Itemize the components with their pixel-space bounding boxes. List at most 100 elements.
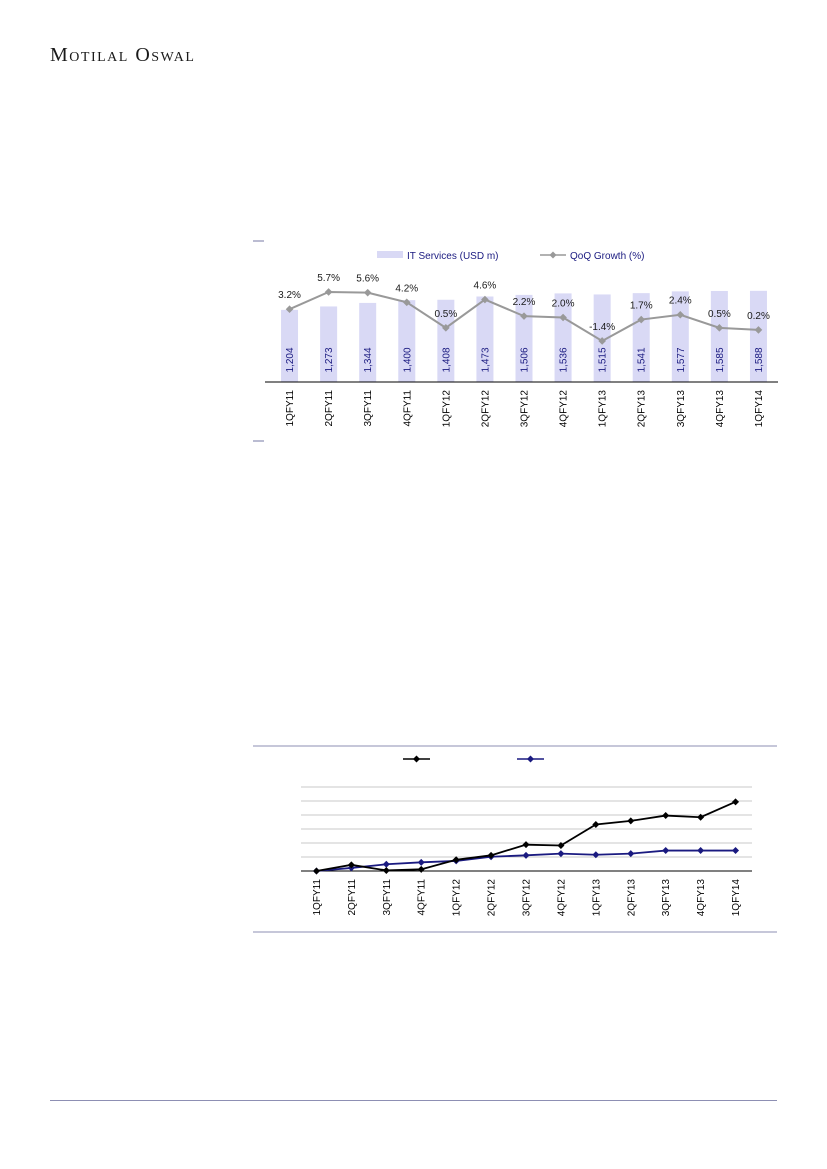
series-marker-2 [382, 860, 390, 868]
growth-marker [754, 326, 763, 334]
x-tick-label: 3QFY13 [676, 390, 687, 428]
x-tick-label: 1QFY13 [598, 390, 609, 428]
series-marker-2 [627, 850, 635, 858]
growth-value-label: -1.4% [589, 322, 615, 333]
growth-value-label: 1.7% [630, 301, 653, 312]
brand-logo: Motilal Oswal [50, 44, 195, 67]
x-tick-label: 1QFY11 [285, 390, 296, 427]
brand-name: Motilal Oswal [50, 44, 196, 66]
x-tick-label: 2QFY11 [347, 879, 358, 916]
bar-it-services [281, 309, 299, 382]
growth-value-label: 2.2% [513, 297, 536, 308]
series-marker-1 [382, 866, 390, 874]
series-marker-2 [417, 858, 425, 866]
bar-value-label: 1,273 [324, 347, 335, 372]
legend-marker-growth [549, 251, 557, 259]
x-tick-label: 4QFY11 [417, 879, 428, 916]
growth-marker [481, 295, 489, 304]
series-marker-1 [592, 821, 600, 829]
x-tick-label: 1QFY14 [731, 879, 742, 917]
legend-marker-series-1 [413, 755, 420, 763]
growth-value-label: 4.6% [474, 281, 497, 292]
bar-it-services [671, 291, 689, 382]
bar-it-services [437, 299, 455, 382]
series-marker-2 [697, 847, 705, 855]
bar-value-label: 1,588 [754, 347, 765, 372]
series-marker-1 [732, 798, 740, 806]
x-tick-label: 1QFY12 [441, 390, 452, 428]
x-tick-label: 4QFY13 [715, 390, 726, 428]
bar-it-services [749, 290, 767, 382]
series-marker-2 [592, 851, 600, 859]
series-marker-1 [557, 842, 565, 850]
series-marker-1 [522, 841, 530, 849]
series-marker-1 [452, 856, 460, 864]
x-tick-label: 1QFY14 [754, 390, 765, 428]
series-marker-2 [557, 850, 565, 858]
bar-value-label: 1,344 [363, 347, 374, 372]
series-marker-1 [662, 812, 670, 820]
growth-value-label: 0.5% [434, 309, 457, 320]
series-marker-1 [697, 813, 705, 821]
growth-marker [676, 310, 685, 319]
growth-marker [402, 298, 411, 307]
bar-value-label: 1,473 [480, 347, 491, 372]
bar-it-services [476, 296, 494, 382]
x-tick-label: 2QFY11 [324, 390, 335, 427]
series-marker-1 [627, 817, 635, 825]
series-marker-2 [732, 847, 740, 855]
x-tick-label: 3QFY12 [520, 390, 531, 428]
series-marker-1 [312, 867, 320, 875]
growth-marker [637, 315, 646, 324]
bar-value-label: 1,515 [598, 347, 609, 372]
growth-value-label: 0.2% [747, 311, 770, 322]
legend-label-growth: QoQ Growth (%) [570, 251, 644, 262]
bar-value-label: 1,577 [676, 347, 687, 372]
series-marker-1 [347, 861, 355, 869]
x-tick-label: 3QFY13 [661, 879, 672, 917]
bar-it-services [710, 290, 728, 382]
x-tick-label: 3QFY11 [363, 390, 374, 427]
series-marker-2 [522, 851, 530, 859]
bar-it-services [632, 293, 650, 382]
bar-it-services [320, 306, 338, 382]
growth-marker [559, 313, 567, 322]
chart-indexed-growth: 1QFY11 2QFY11 3QFY11 4QFY11 1QFY12 2QFY12 3QFY… [253, 745, 777, 933]
x-tick-label: 2QFY13 [626, 879, 637, 917]
bar-value-label: 1,585 [715, 347, 726, 372]
legend-label-bars: IT Services (USD m) [407, 251, 499, 262]
series-marker-2 [662, 847, 670, 855]
x-tick-label: 1QFY11 [312, 879, 323, 916]
x-tick-label: 3QFY11 [382, 879, 393, 916]
x-tick-label: 4QFY12 [556, 879, 567, 917]
x-tick-label: 4QFY11 [402, 390, 413, 427]
legend-swatch-bars [377, 251, 403, 258]
x-tick-label: 2QFY12 [487, 879, 498, 917]
bar-value-label: 1,408 [441, 347, 452, 372]
growth-marker [715, 324, 724, 332]
x-tick-label: 2QFY13 [637, 390, 648, 428]
bar-value-label: 1,541 [637, 347, 648, 372]
legend-marker-series-2 [527, 755, 534, 763]
growth-value-label: 2.0% [552, 299, 575, 310]
growth-value-label: 5.7% [317, 273, 340, 284]
bar-value-label: 1,536 [559, 347, 570, 372]
growth-value-label: 5.6% [356, 274, 379, 285]
growth-value-label: 3.2% [278, 290, 301, 301]
growth-marker [363, 288, 372, 297]
growth-marker [598, 337, 606, 345]
growth-marker [324, 288, 333, 296]
bar-it-services [359, 302, 377, 382]
growth-value-label: 2.4% [669, 296, 692, 307]
bar-value-label: 1,400 [402, 347, 413, 372]
footer-rule [50, 1100, 777, 1101]
bar-value-label: 1,204 [285, 347, 296, 372]
growth-value-label: 0.5% [708, 309, 731, 320]
x-tick-label: 4QFY13 [696, 879, 707, 917]
bar-it-services [398, 300, 416, 382]
growth-value-label: 4.2% [395, 283, 418, 294]
growth-marker [442, 324, 450, 332]
bar-value-label: 1,506 [520, 347, 531, 372]
series-marker-1 [417, 865, 425, 873]
series-line-1 [316, 801, 736, 872]
